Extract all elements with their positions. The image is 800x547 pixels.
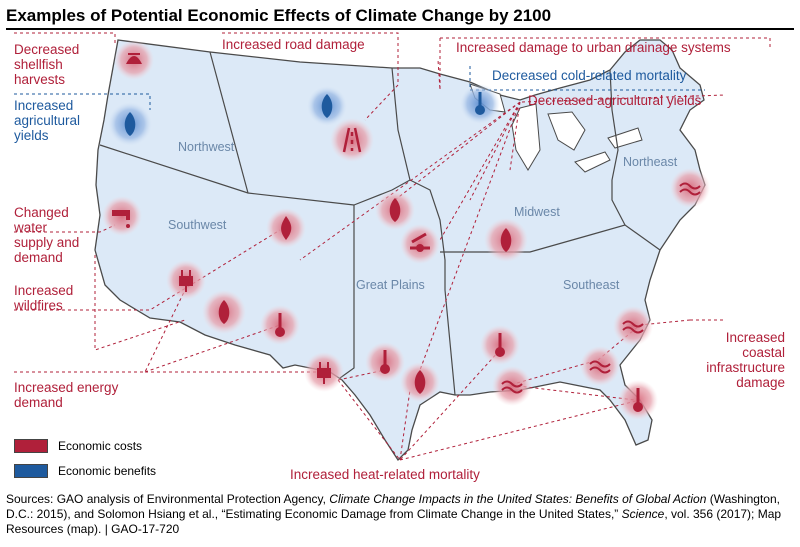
region-southeast: Southeast — [563, 278, 620, 292]
legend-benefits: Economic benefits — [14, 464, 156, 478]
drainage-icon — [460, 84, 500, 124]
label-wildfires: Increased wildfires — [14, 283, 74, 313]
map-title: Examples of Potential Economic Effects o… — [6, 6, 552, 25]
region-northwest: Northwest — [178, 140, 235, 154]
waves-icon — [613, 306, 653, 346]
region-boundaries — [99, 51, 661, 396]
corn-icon — [375, 190, 415, 230]
fire-icon — [266, 208, 306, 248]
label-cold: Decreased cold-related mortality — [492, 68, 687, 83]
shellfish-icon — [114, 40, 154, 80]
region-great-plains: Great Plains — [356, 278, 425, 292]
sources-note: Sources: GAO analysis of Environmental P… — [6, 492, 782, 536]
waves-icon — [670, 168, 710, 208]
corn-icon — [307, 86, 347, 126]
plug-icon — [166, 260, 206, 300]
legend-label-benefits: Economic benefits — [58, 464, 157, 478]
plug-icon — [304, 352, 344, 392]
legend-swatch-costs — [14, 439, 48, 453]
legend-costs: Economic costs — [14, 439, 142, 453]
waves-icon — [492, 366, 532, 406]
label-energy: Increased energy demand — [14, 380, 119, 410]
region-midwest: Midwest — [514, 205, 560, 219]
label-drainage: Increased damage to urban drainage syste… — [456, 40, 731, 55]
corn-icon — [484, 218, 528, 262]
label-heat: Increased heat-related mortality — [290, 467, 480, 482]
waves-icon — [580, 346, 620, 386]
corn-icon — [108, 102, 152, 146]
thermometer-icon — [365, 342, 405, 382]
us-map — [14, 32, 771, 462]
drainage-icon — [400, 224, 440, 264]
road-icon — [330, 118, 374, 162]
corn-icon — [400, 362, 440, 402]
label-road: Increased road damage — [222, 37, 365, 52]
region-southwest: Southwest — [168, 218, 227, 232]
legend-label-costs: Economic costs — [58, 439, 143, 453]
thermometer-icon — [260, 305, 300, 345]
thermometer-icon — [480, 325, 520, 365]
thermometer-icon — [618, 380, 658, 420]
legend-swatch-benefits — [14, 464, 48, 478]
label-coastal: Increased coastal infrastructure damage — [706, 330, 785, 390]
label-agri-benefit: Increased agricultural yields — [14, 98, 81, 143]
corn-icon — [202, 290, 246, 334]
region-northeast: Northeast — [623, 155, 678, 169]
faucet-icon — [102, 196, 142, 236]
icon-markers — [102, 40, 710, 420]
label-shellfish: Decreased shellfish harvests — [14, 42, 80, 87]
label-water: Changed water supply and demand — [14, 205, 80, 265]
label-agri-cost: Decreased agricultural yields — [528, 93, 702, 108]
title-divider — [6, 28, 794, 30]
